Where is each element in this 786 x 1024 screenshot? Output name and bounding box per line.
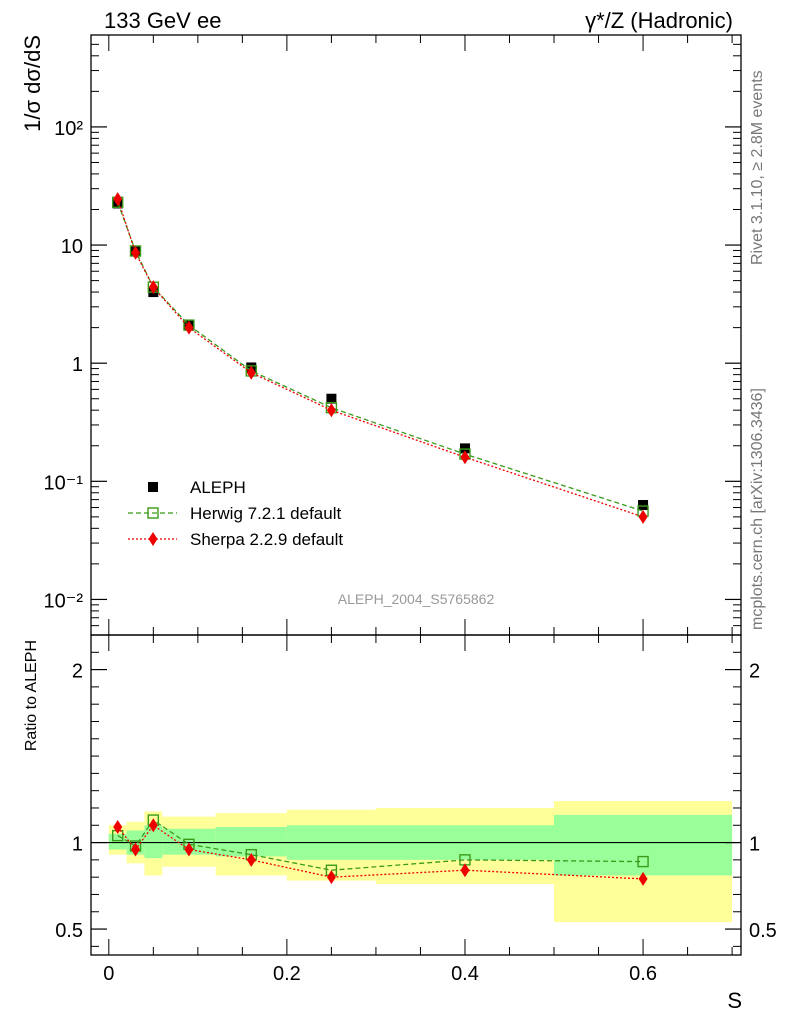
inner-band-7 bbox=[554, 814, 733, 876]
ratio-point-s1-1 bbox=[131, 842, 141, 857]
legend-marker-1 bbox=[147, 507, 159, 519]
main-content bbox=[112, 192, 649, 524]
ratio-point-s1-7 bbox=[638, 871, 648, 886]
ratio-y-tick-label-right-1: 1 bbox=[749, 834, 760, 856]
main-series-line-2 bbox=[117, 198, 644, 518]
legend-entry-1: Herwig 7.2.1 default bbox=[128, 504, 341, 523]
ratio-point-s1-6 bbox=[460, 863, 470, 878]
side-text-top: Rivet 3.1.10, ≥ 2.8M events bbox=[749, 70, 766, 265]
ratio-series-line-1 bbox=[117, 824, 644, 880]
main-point-s2-2 bbox=[148, 280, 158, 295]
x-tick-label-1: 0.2 bbox=[273, 963, 301, 985]
main-point-s0-7 bbox=[638, 500, 649, 511]
main-point-s2-7 bbox=[638, 509, 648, 524]
main-y-tick-label-1: 10⁻¹ bbox=[44, 472, 84, 494]
x-tick-label-3: 0.6 bbox=[629, 963, 657, 985]
ratio-point-s0-7 bbox=[637, 855, 649, 868]
main-point-s2-0 bbox=[113, 192, 123, 207]
x-tick-label-2: 0.4 bbox=[451, 963, 479, 985]
ratio-y-tick-label-right-2: 2 bbox=[749, 661, 760, 683]
main-point-s2-3 bbox=[184, 320, 194, 335]
main-series-line-1 bbox=[117, 202, 644, 512]
analysis-id: ALEPH_2004_S5765862 bbox=[338, 591, 495, 607]
ratio-frame bbox=[90, 634, 742, 956]
inner-band-2 bbox=[144, 825, 163, 859]
main-point-s2-5 bbox=[326, 403, 336, 418]
ratio-point-s1-2 bbox=[148, 818, 158, 833]
legend-label-2: Sherpa 2.2.9 default bbox=[190, 530, 343, 549]
ratio-y-tick-label-2: 2 bbox=[72, 661, 83, 683]
legend-marker-2 bbox=[148, 532, 158, 546]
main-series-0 bbox=[112, 198, 649, 511]
ratio-point-s1-4 bbox=[246, 852, 256, 867]
main-y-tick-label-2: 1 bbox=[72, 354, 83, 376]
legend-label-1: Herwig 7.2.1 default bbox=[190, 504, 341, 523]
main-ylabel: 1/σ dσ/dS bbox=[20, 35, 45, 132]
ratio-series-1 bbox=[113, 818, 648, 886]
main-point-s0-5 bbox=[326, 393, 337, 404]
legend-entry-0: ALEPH bbox=[148, 478, 246, 497]
ratio-content bbox=[91, 801, 741, 923]
ratio-y-tick-label-0: 0.5 bbox=[55, 920, 83, 942]
main-y-tick-label-3: 10 bbox=[61, 236, 83, 258]
inner-band-4 bbox=[215, 827, 287, 857]
ratio-y-ticks: 0.5 0.5 1 1 2 2 bbox=[55, 634, 777, 947]
left-title: 133 GeV ee bbox=[104, 8, 221, 33]
right-title: γ*/Z (Hadronic) bbox=[585, 8, 733, 33]
main-point-s2-1 bbox=[131, 245, 141, 260]
main-y-tick-label-4: 10² bbox=[54, 118, 83, 140]
ratio-y-tick-label-1: 1 bbox=[72, 834, 83, 856]
ratio-y-tick-label-right-0: 0.5 bbox=[749, 920, 777, 942]
ratio-x-ticks: 0 0.2 0.4 0.6 bbox=[103, 635, 733, 985]
ratio-point-s1-0 bbox=[113, 820, 123, 834]
main-frame bbox=[90, 34, 742, 636]
main-point-s2-6 bbox=[460, 450, 470, 465]
ratio-point-s1-5 bbox=[326, 870, 336, 885]
ratio-panel: 0.5 0.5 1 1 2 2 0 0.2 0.4 0.6 Ratio to ALEPH S bbox=[23, 634, 777, 1013]
legend: ALEPH Herwig 7.2.1 default Sherpa 2.2.9 de… bbox=[128, 478, 343, 549]
main-point-s2-4 bbox=[246, 365, 256, 380]
x-tick-label-0: 0 bbox=[103, 963, 114, 985]
legend-entry-2: Sherpa 2.2.9 default bbox=[128, 530, 343, 549]
legend-label-0: ALEPH bbox=[190, 478, 246, 497]
main-series-2 bbox=[113, 192, 648, 524]
ratio-xlabel: S bbox=[727, 988, 742, 1013]
main-y-ticks: 10⁻² 10⁻¹ 1 10 10² bbox=[44, 34, 741, 636]
main-panel: 10⁻² 10⁻¹ 1 10 10² 1/σ dσ/dS ALEPH_2004_S576… bbox=[20, 34, 742, 636]
legend-marker-0 bbox=[148, 482, 158, 492]
side-text-bottom: mcplots.cern.ch [arXiv:1306.3436] bbox=[749, 388, 766, 630]
ratio-point-s1-3 bbox=[184, 842, 194, 857]
main-series-1 bbox=[112, 196, 649, 517]
ratio-ylabel: Ratio to ALEPH bbox=[23, 640, 40, 751]
main-y-tick-label-0: 10⁻² bbox=[44, 590, 84, 612]
main-point-s0-6 bbox=[459, 443, 470, 454]
